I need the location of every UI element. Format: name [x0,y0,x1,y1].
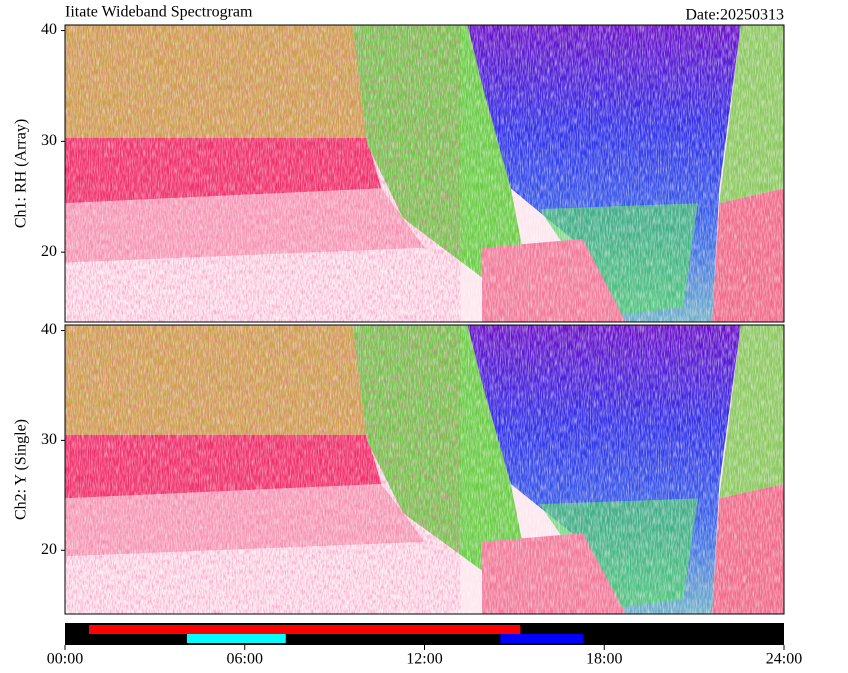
panel-frame [64,324,785,615]
y-tick-label: 20 [41,243,57,260]
y-tick-label: 40 [41,21,57,38]
x-tick-label: 24:00 [766,651,802,668]
date-label: Date:20250313 [685,7,784,24]
y-axis-label: Ch1: RH (Array) [13,119,30,228]
y-tick-label: 20 [41,541,57,558]
x-tick-label: 18:00 [586,651,622,668]
spectrogram-image [64,24,785,323]
y-tick-label: 30 [41,132,57,149]
panel-frame [64,24,785,323]
spectro-noise [65,325,461,614]
chart-title: Iitate Wideband Spectrogram [65,4,253,21]
status-bar [88,625,521,634]
spectro-noise [65,25,461,322]
y-tick-label: 40 [41,321,57,338]
x-tick-label: 06:00 [227,651,263,668]
y-tick-label: 30 [41,431,57,448]
x-tick-label: 12:00 [406,651,442,668]
spectrogram-image [64,324,785,615]
x-tick-label: 00:00 [47,651,83,668]
status-bar [186,634,286,643]
status-bar [500,634,584,643]
y-axis-label: Ch2: Y (Single) [13,419,30,520]
